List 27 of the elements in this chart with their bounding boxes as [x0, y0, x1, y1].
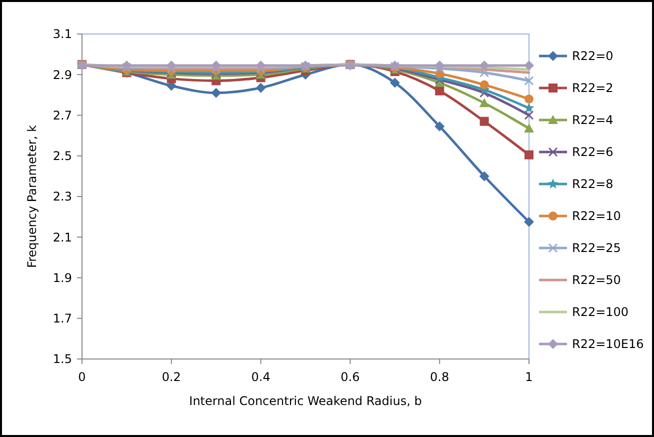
y-axis-title: Frequency Parameter, k — [25, 125, 39, 268]
legend-label: R22=0 — [572, 49, 614, 64]
legend-label: R22=2 — [572, 81, 614, 96]
legend-label: R22=50 — [572, 273, 621, 288]
y-tick-label: 2.1 — [52, 230, 72, 244]
legend-label: R22=4 — [572, 113, 614, 128]
x-tick-label: 0 — [78, 370, 86, 384]
x-tick-label: 0.2 — [162, 370, 181, 384]
x-tick-label: 0.6 — [340, 370, 360, 384]
legend-label: R22=10 — [572, 209, 621, 224]
y-tick-label: 2.3 — [52, 190, 72, 204]
x-tick-label: 1 — [525, 370, 533, 384]
y-tick-label: 1.9 — [52, 270, 72, 285]
legend-label: R22=25 — [572, 241, 621, 256]
x-axis-title: Internal Concentric Weakend Radius, b — [189, 394, 422, 408]
x-tick-label: 0.4 — [251, 370, 270, 384]
x-tick-label: 0.8 — [430, 370, 450, 384]
y-tick-label: 1.7 — [52, 312, 72, 326]
y-tick-label: 3.1 — [52, 27, 72, 42]
y-tick-label: 2.5 — [52, 149, 72, 164]
y-tick-label: 2.9 — [52, 68, 72, 82]
legend-label: R22=10E16 — [572, 337, 644, 352]
legend-label: R22=100 — [572, 305, 629, 320]
y-tick-label: 2.7 — [52, 108, 72, 122]
y-tick-label: 1.5 — [52, 352, 72, 366]
legend-label: R22=8 — [572, 177, 614, 192]
legend-label: R22=6 — [572, 145, 614, 160]
